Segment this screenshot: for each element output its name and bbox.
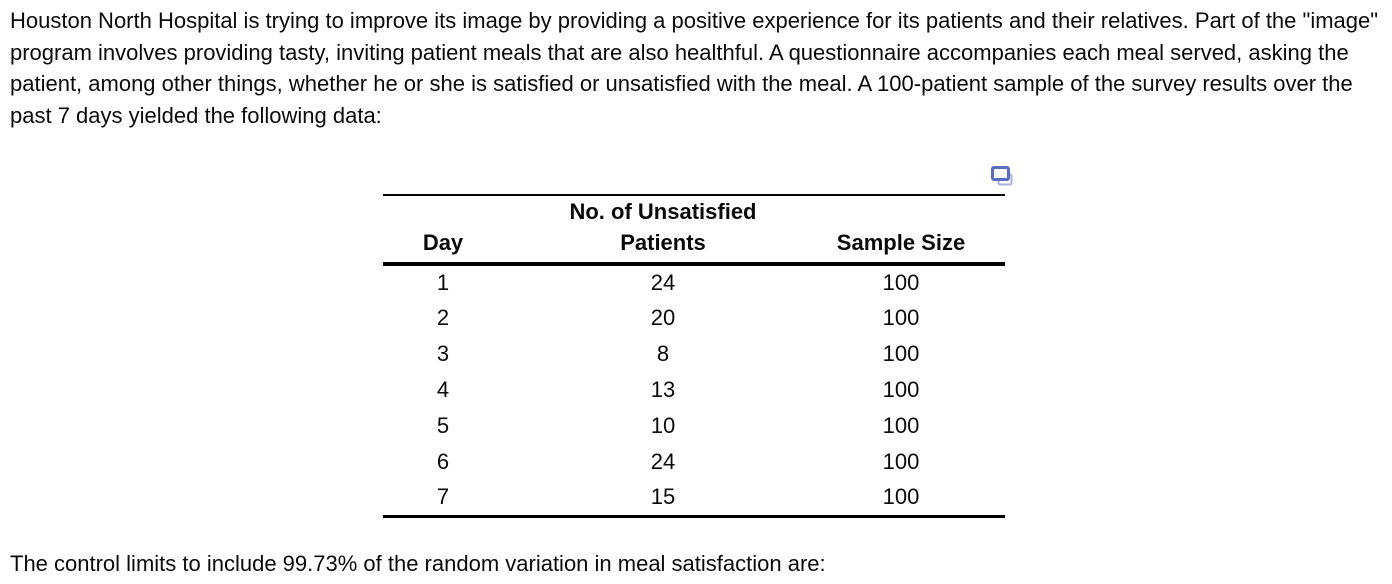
cell-sample-size: 100 (882, 270, 920, 295)
table-row: 5 10 100 (383, 408, 1005, 444)
cell-unsatisfied: 13 (650, 377, 676, 402)
cell-day: 5 (436, 413, 450, 438)
cell-unsatisfied: 10 (650, 413, 676, 438)
problem-statement: Houston North Hospital is trying to impr… (10, 8, 1379, 129)
table-row: 3 8 100 (383, 336, 1005, 372)
cell-day: 2 (436, 305, 450, 330)
cell-sample-size: 100 (882, 305, 920, 330)
col-header-day: Day (383, 195, 503, 266)
cell-sample-size: 100 (882, 449, 920, 474)
cell-unsatisfied: 8 (656, 341, 670, 366)
col-header-unsatisfied-line1: No. of Unsatisfied (569, 199, 757, 224)
table-row: 6 24 100 (383, 444, 1005, 480)
table-row: 1 24 100 (383, 264, 1005, 300)
copy-table-button[interactable] (991, 165, 1014, 188)
cell-unsatisfied: 20 (650, 305, 676, 330)
cell-day: 6 (436, 449, 450, 474)
cell-sample-size: 100 (882, 341, 920, 366)
cell-day: 7 (436, 484, 450, 510)
table-header-row: Day No. of Unsatisfied Patients Sample S… (383, 195, 1005, 266)
col-header-unsatisfied-patients: No. of Unsatisfied Patients (503, 195, 823, 266)
cell-unsatisfied: 24 (650, 449, 676, 474)
copy-icon (991, 166, 1013, 186)
cell-day: 1 (436, 270, 450, 295)
cell-day: 4 (436, 377, 450, 402)
table-row: 7 15 100 (383, 480, 1005, 516)
cell-unsatisfied: 15 (650, 484, 676, 510)
cell-sample-size: 100 (882, 413, 920, 438)
cell-unsatisfied: 24 (650, 270, 676, 295)
control-limits-prompt: The control limits to include 99.73% of … (10, 551, 826, 576)
col-header-sample-size: Sample Size (823, 195, 1005, 266)
table-row: 2 20 100 (383, 300, 1005, 336)
col-header-unsatisfied-line2: Patients (620, 230, 706, 255)
cell-sample-size: 100 (882, 484, 920, 510)
table-row: 4 13 100 (383, 372, 1005, 408)
cell-sample-size: 100 (882, 377, 920, 402)
survey-data-table: Day No. of Unsatisfied Patients Sample S… (383, 194, 1005, 518)
survey-table-section: Day No. of Unsatisfied Patients Sample S… (383, 165, 1013, 518)
cell-day: 3 (436, 341, 450, 366)
